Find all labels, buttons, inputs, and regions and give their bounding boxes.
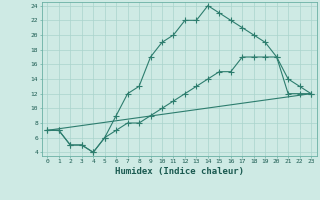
X-axis label: Humidex (Indice chaleur): Humidex (Indice chaleur) — [115, 167, 244, 176]
